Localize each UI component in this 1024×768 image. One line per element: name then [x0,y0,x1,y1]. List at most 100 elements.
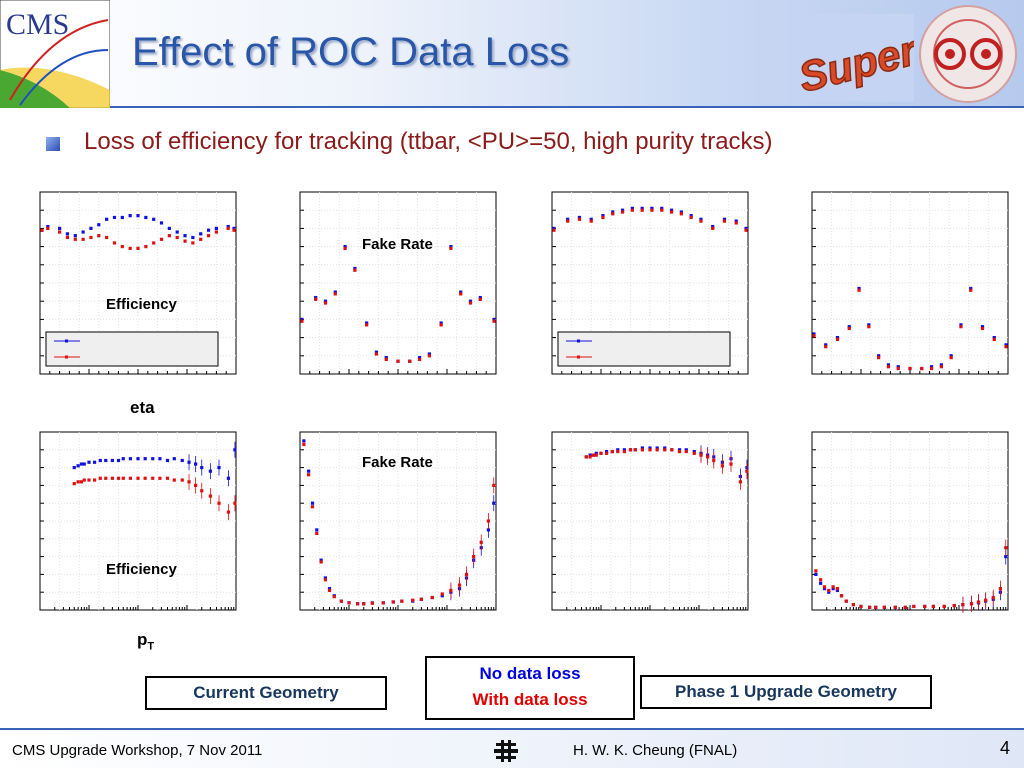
data-point [116,458,121,463]
data-point [734,221,738,225]
data-point [180,478,184,482]
data-point [112,241,117,245]
data-point [492,319,496,323]
data-point [745,469,749,473]
data-point [439,321,443,325]
data-point [314,297,318,301]
subtitle: Loss of efficiency for tracking (ttbar, … [84,128,773,155]
data-point [120,215,124,220]
data-point [175,235,179,240]
data-point [814,569,818,573]
data-point [356,602,360,606]
data-point [339,599,344,603]
data-point [457,583,462,587]
data-point [440,592,444,596]
data-point [648,446,652,450]
data-point [152,241,156,245]
data-point [167,234,171,238]
data-point [232,228,236,232]
plot-frame [551,431,749,611]
data-point [430,595,434,600]
data-point [165,458,170,463]
data-point [827,588,831,593]
data-point [58,226,62,230]
data-point [478,297,482,301]
data-point [492,483,496,487]
data-point [980,325,985,329]
data-point [912,604,916,609]
pt-axis-label: pT [137,630,154,652]
data-point [343,246,347,251]
data-point [877,356,881,360]
data-point [610,449,614,454]
data-point [110,476,114,480]
ring-logo [919,5,1017,103]
data-point [744,226,748,230]
data-point [136,214,140,218]
data-point [655,448,659,452]
data-point [588,453,592,457]
data-point [97,234,101,238]
data-point [323,299,328,303]
data-point [699,219,703,223]
data-point [310,501,315,505]
data-point [46,226,50,230]
data-point [867,323,871,327]
data-point [738,480,743,484]
data-point [214,230,218,234]
legend-sample-marker [65,355,68,359]
data-point [566,219,570,223]
data-point [97,223,101,227]
data-point [835,337,840,342]
data-point [952,603,956,608]
plot-frame [39,431,237,611]
data-point [622,448,626,452]
data-point [105,235,109,240]
data-point [640,208,644,212]
data-point [684,449,688,454]
data-point [616,448,620,452]
data-point [589,219,593,223]
data-point [577,215,582,220]
data-point [633,448,637,452]
data-point [611,212,615,216]
data-point [89,226,93,230]
data-point [835,336,840,340]
data-point [87,478,91,482]
data-point [734,219,738,223]
data-point [194,462,198,466]
data-point [191,235,195,240]
plot-phase1-efficiency-eta [551,191,749,375]
data-point [969,286,973,291]
data-point [604,449,609,454]
data-point [827,590,831,594]
data-point [859,604,863,609]
data-point [158,476,162,480]
data-point [374,350,379,354]
data-point [992,337,996,342]
data-point [151,457,155,461]
data-point [327,587,332,591]
data-point [589,217,593,221]
data-point [333,290,337,294]
legend-sample-box [557,331,731,367]
data-point [591,453,596,457]
data-point [923,604,927,609]
footer-left-text: CMS Upgrade Workshop, 7 Nov 2011 [12,742,263,759]
data-point [144,215,148,220]
data-point [58,230,62,234]
data-point [479,540,483,544]
data-point [611,210,615,214]
data-point [670,448,674,452]
data-point [980,326,985,331]
data-point [191,241,195,245]
data-point [628,448,633,452]
data-point [630,206,634,210]
data-point [411,598,415,602]
data-point [233,448,237,452]
data-point [660,206,664,210]
data-point [120,245,124,249]
data-point [604,451,609,455]
data-point [822,585,827,589]
data-point [206,228,211,232]
